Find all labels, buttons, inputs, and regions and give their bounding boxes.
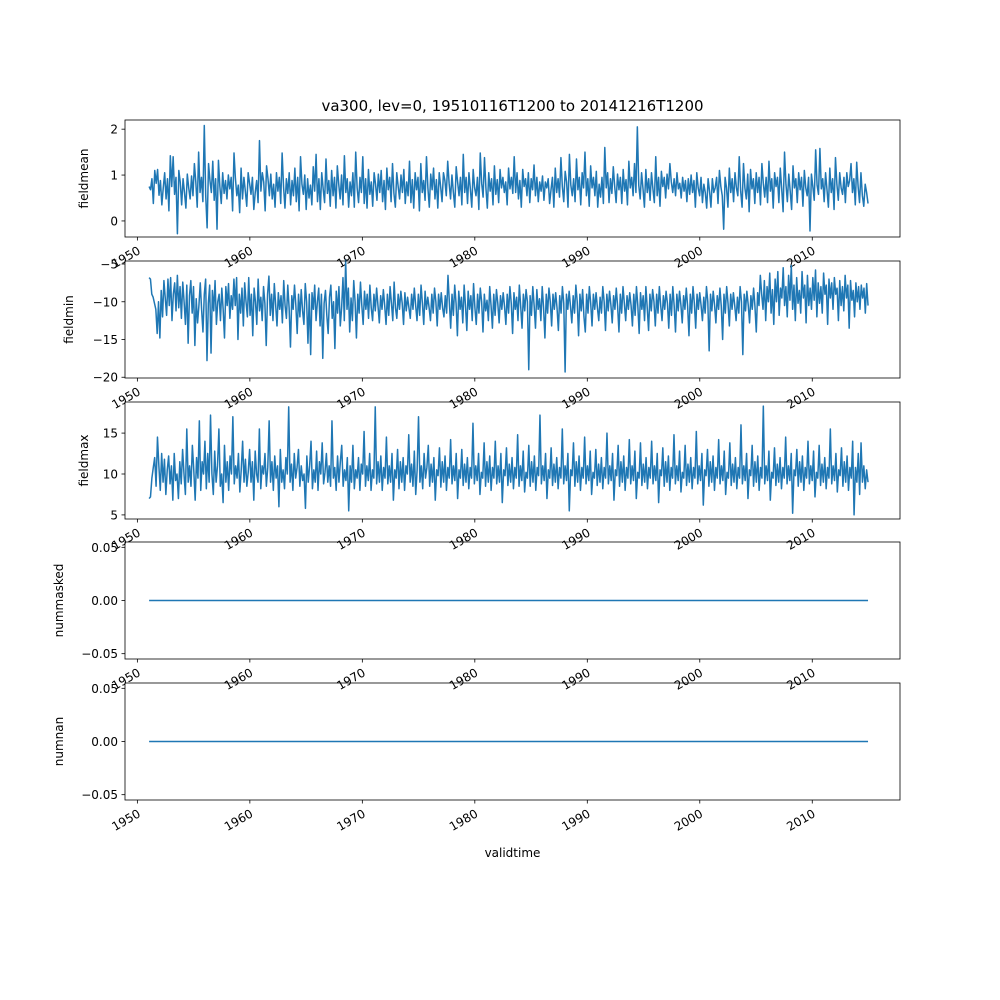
y-tick-label: 15	[103, 427, 118, 441]
y-tick-label: −10	[93, 295, 118, 309]
y-tick-label: −15	[93, 333, 118, 347]
y-axis-label: fieldmean	[77, 149, 91, 209]
y-tick-label: 0.05	[91, 682, 118, 696]
series-line-fieldmin	[148, 259, 869, 373]
x-axis-label: validtime	[485, 846, 541, 860]
y-axis-label: numnan	[52, 717, 66, 766]
y-tick-label: 0.00	[91, 735, 118, 749]
y-tick-label: 1	[110, 169, 118, 183]
y-axis-label: nummasked	[52, 564, 66, 638]
y-tick-label: 5	[110, 508, 118, 522]
axes-frame-fieldmin	[124, 260, 901, 379]
y-axis-label: fieldmin	[62, 295, 76, 344]
y-tick-label: −0.05	[81, 788, 118, 802]
y-tick-label: 2	[110, 123, 118, 137]
y-tick-label: 0	[110, 214, 118, 228]
axes-frame-fieldmean	[124, 119, 901, 238]
series-line-fieldmax	[148, 405, 869, 516]
y-tick-label: 0.05	[91, 541, 118, 555]
y-tick-label: −20	[93, 371, 118, 385]
y-tick-label: 0.00	[91, 594, 118, 608]
y-tick-label: 10	[103, 468, 118, 482]
figure-title: va300, lev=0, 19510116T1200 to 20141216T…	[321, 97, 703, 115]
y-tick-label: −5	[100, 258, 118, 272]
axes-frame-fieldmax	[124, 401, 901, 520]
series-line-fieldmean	[148, 124, 869, 235]
y-axis-label: fieldmax	[77, 434, 91, 486]
y-tick-label: −0.05	[81, 647, 118, 661]
